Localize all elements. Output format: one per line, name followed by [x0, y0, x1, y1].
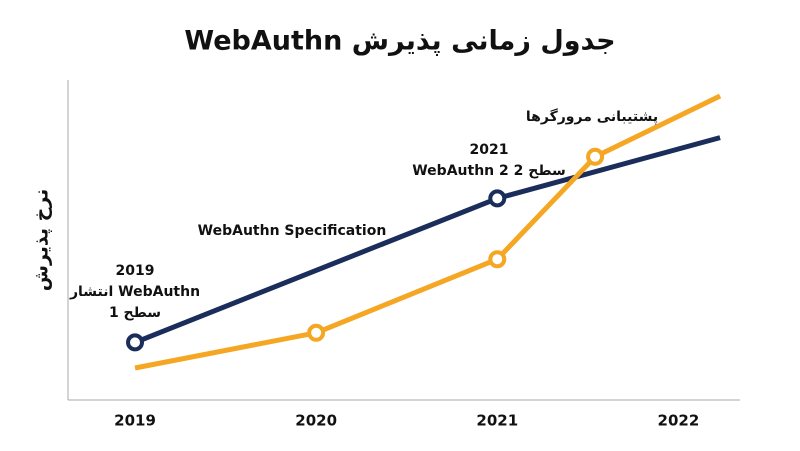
series-label: WebAuthn Specification — [198, 223, 387, 239]
x-tick-label: 2021 — [476, 412, 518, 430]
annotation-text: سطح 1 — [109, 305, 161, 321]
point-marker — [586, 147, 605, 166]
point-marker — [488, 250, 507, 269]
chart-title: جدول زمانی پذیرش WebAuthn — [184, 26, 615, 57]
annotation-text: 2019 — [116, 263, 155, 279]
x-tick-label: 2022 — [658, 412, 700, 430]
series-label: پشتیبانی مرورگرها — [526, 108, 658, 125]
x-tick-label: 2020 — [295, 412, 337, 430]
y-axis-label: نرخ پذیرش — [31, 189, 53, 292]
point-marker — [488, 189, 507, 208]
annotation-text: انتشار WebAuthn — [69, 284, 200, 300]
annotation-text: 2021 — [470, 142, 509, 158]
x-tick-label: 2019 — [114, 412, 156, 430]
point-marker — [307, 323, 326, 342]
annotation-text: WebAuthn 2 سطح 2 — [412, 163, 566, 179]
point-marker — [126, 333, 145, 352]
